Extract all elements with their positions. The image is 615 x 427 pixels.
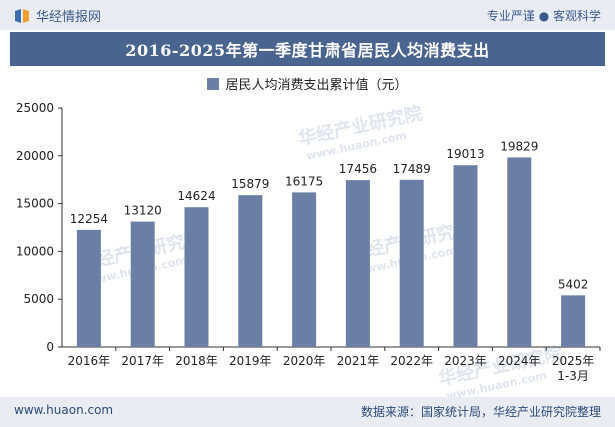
bar[interactable] (399, 179, 424, 347)
chart-bars (76, 157, 586, 347)
bar[interactable] (507, 157, 532, 347)
x-tick-label: 2016年 (68, 354, 111, 368)
y-tick-label: 10000 (16, 244, 54, 258)
huajing-logo-icon (15, 8, 29, 23)
bar[interactable] (238, 195, 263, 347)
data-label: 14624 (177, 189, 215, 203)
bar[interactable] (292, 192, 317, 347)
data-label: 15879 (231, 177, 269, 191)
chart-title: 2016-2025年第一季度甘肃省居民人均消费支出 (10, 32, 605, 66)
x-tick-label: 2024年 (498, 354, 541, 368)
bar[interactable] (453, 165, 478, 347)
footer-website[interactable]: www.huaon.com (14, 403, 114, 417)
header-bar: 华经情报网 专业严谨 ● 客观科学 (0, 0, 615, 30)
y-tick-label: 5000 (23, 292, 54, 306)
data-label: 19829 (500, 139, 538, 153)
bar-chart: 华经产业研究院www.huaon.com华经产业研究院www.huaon.com… (16, 101, 601, 397)
x-tick-label: 2023年 (444, 354, 487, 368)
bar[interactable] (184, 207, 209, 347)
header-tagline: 专业严谨 ● 客观科学 (486, 9, 601, 23)
brand-name: 华经情报网 (36, 10, 102, 25)
bar[interactable] (561, 295, 586, 347)
data-label: 16175 (285, 174, 323, 188)
footer-bar: www.huaon.com 数据来源：国家统计局，华经产业研究院整理 (0, 397, 615, 427)
y-tick-label: 25000 (16, 101, 54, 115)
x-tick-label: 2017年 (121, 354, 164, 368)
chart-labels: 12254 2016年 13120 2017年 14624 2018年 15879 2019年… (68, 139, 595, 383)
bar[interactable] (345, 180, 370, 347)
y-tick-label: 15000 (16, 197, 54, 211)
bar[interactable] (76, 229, 101, 347)
legend-label: 居民人均消费支出累计值（元） (225, 78, 408, 93)
x-tick-label: 2019年 (229, 354, 272, 368)
y-tick-label: 20000 (16, 149, 54, 163)
data-label: 19013 (446, 147, 484, 161)
x-tick-label: 2022年 (390, 354, 433, 368)
legend-swatch (207, 77, 220, 90)
bar[interactable] (130, 221, 155, 347)
brand[interactable]: 华经情报网 (14, 6, 101, 25)
x-tick-label: 1-3月 (557, 369, 589, 383)
data-label: 5402 (558, 277, 589, 291)
data-label: 17456 (339, 162, 377, 176)
data-label: 17489 (393, 162, 431, 176)
x-tick-label: 2018年 (175, 354, 218, 368)
footer-source: 数据来源：国家统计局，华经产业研究院整理 (360, 405, 601, 419)
x-tick-label: 2020年 (283, 354, 326, 368)
data-label: 13120 (124, 204, 162, 218)
chart-legend: 居民人均消费支出累计值（元） (0, 74, 615, 93)
x-tick-label: 2025年 (552, 354, 595, 368)
data-label: 12254 (70, 212, 108, 226)
y-tick-label: 0 (46, 340, 54, 354)
x-tick-label: 2021年 (337, 354, 380, 368)
